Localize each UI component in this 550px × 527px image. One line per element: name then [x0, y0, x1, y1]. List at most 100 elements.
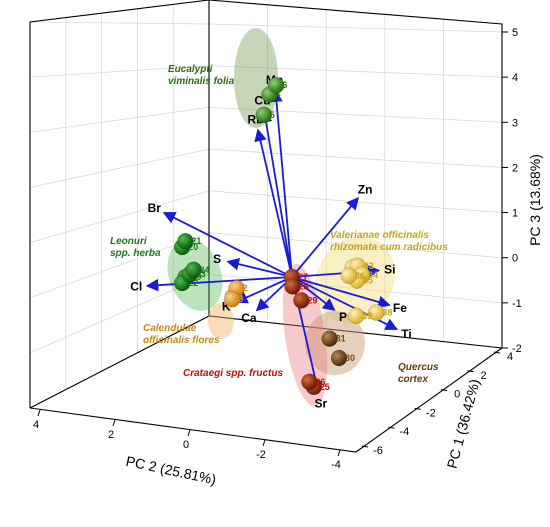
score-point-label: 23 — [196, 269, 206, 279]
gridline-z — [208, 148, 503, 168]
score-point-label: 39 — [362, 311, 372, 321]
loading-label-br: Br — [148, 201, 162, 215]
group-label-1: Leonuri spp. herba — [110, 236, 161, 259]
x-tick-label: 4 — [33, 419, 39, 431]
group-label-line: viminalis folia — [168, 76, 235, 87]
score-point-label: 3 — [238, 294, 243, 304]
score-point — [368, 304, 385, 321]
x-tick-label: -2 — [256, 449, 266, 461]
score-point-label: 21 — [191, 236, 201, 246]
y-tick-mark — [467, 370, 474, 373]
loading-arrow-mn — [270, 89, 293, 278]
loading-label-fe: Fe — [393, 301, 407, 315]
score-point-label: 2 — [243, 283, 248, 293]
axis-title-pc3: PC 3 (13.68%) — [527, 154, 543, 246]
score-point-label: 20 — [188, 242, 198, 252]
group-label-line: rhizomata cum radicibus — [330, 242, 448, 253]
group-label-line: Calendulae — [143, 323, 197, 334]
group-labels: Eucalypti viminalis folia Leonuri spp. herb… — [110, 64, 448, 385]
loading-arrow-k — [234, 276, 293, 304]
x-tick-label: 2 — [108, 429, 114, 441]
loading-label-ca: Ca — [241, 311, 257, 325]
score-point-label: 31 — [336, 334, 346, 344]
score-point-label: 5 — [270, 110, 275, 120]
group-label-5: Quercus cortex — [398, 362, 439, 385]
group-label-line: officinalis flores — [143, 335, 220, 346]
loading-label-si: Si — [384, 263, 395, 277]
x-tick-label: -4 — [331, 459, 341, 471]
y-tick-label: -4 — [400, 426, 410, 438]
gridline-z — [29, 148, 210, 188]
score-point — [177, 232, 194, 250]
x-tick-label: 0 — [183, 439, 189, 451]
z-tick-label: 2 — [512, 162, 518, 174]
group-label-line: Valerianae officinalis — [330, 230, 429, 241]
loading-arrow-rb — [254, 128, 293, 278]
score-point — [293, 292, 310, 309]
y-tick-label: 2 — [481, 370, 487, 382]
score-point-label: 35 — [363, 275, 373, 285]
score-point — [185, 261, 202, 279]
score-points: 4561920212223241233233343536383925262728… — [173, 76, 392, 396]
loading-label-s: S — [213, 252, 221, 266]
group-label-2: Calendulae officinalis flores — [143, 323, 220, 346]
z-tick-label: 3 — [512, 117, 518, 129]
score-point-label: 36 — [355, 271, 365, 281]
loading-label-zn: Zn — [358, 183, 373, 197]
score-point-label: 38 — [382, 308, 392, 318]
loading-arrow-cl — [145, 276, 293, 292]
score-point-label: 29 — [307, 295, 317, 305]
group-label-line: Quercus — [398, 362, 439, 373]
group-label-line: cortex — [398, 374, 428, 385]
y-tick-mark — [361, 445, 369, 448]
z-tick-label: 1 — [512, 208, 518, 220]
group-label-line: Leonuri — [110, 236, 147, 247]
score-point-label: 28 — [299, 281, 309, 291]
score-point-label: 34 — [368, 270, 378, 280]
y-tick-mark — [493, 351, 501, 354]
loading-arrow-zn — [291, 196, 360, 278]
loading-label-k: K — [222, 300, 231, 314]
y-tick-label: -6 — [373, 445, 383, 457]
gridline-z — [29, 190, 210, 243]
group-label-4: Crataegi spp. fructus — [183, 368, 283, 379]
axis-frame — [29, 0, 503, 453]
score-point-label: 1 — [239, 292, 244, 302]
x-tick-mark — [262, 439, 266, 447]
score-point — [223, 290, 241, 308]
score-point-label: 4 — [275, 90, 280, 100]
y-tick-label: 0 — [454, 389, 460, 401]
score-point — [267, 76, 285, 94]
z-tick-label: 0 — [512, 253, 518, 265]
score-point — [284, 278, 301, 295]
axis-title-pc2: PC 2 (25.81%) — [124, 453, 217, 488]
score-point-label: 22 — [188, 278, 198, 288]
y-tick-mark — [414, 407, 421, 410]
loading-label-sr: Sr — [315, 396, 328, 410]
z-tick-label: 5 — [512, 27, 518, 39]
group-label-0: Eucalypti viminalis folia — [168, 64, 235, 87]
score-point-label: 33 — [364, 261, 374, 271]
loading-arrow-s — [226, 258, 293, 278]
gridline-z — [208, 65, 503, 78]
score-point — [340, 267, 358, 285]
z-tick-label: -2 — [512, 343, 522, 355]
z-tick-label: 4 — [512, 72, 518, 84]
score-point-label: 27 — [298, 272, 308, 282]
score-point — [301, 373, 318, 391]
loading-label-cl: Cl — [130, 280, 142, 294]
gridline-z — [29, 21, 210, 25]
x-tick-mark — [112, 419, 116, 427]
gridline-z — [208, 23, 503, 33]
loading-arrow-br — [162, 212, 293, 278]
z-tick-label: -1 — [512, 298, 522, 310]
score-point — [330, 349, 348, 367]
y-tick-mark — [441, 389, 448, 392]
ellipse-eucalypti — [234, 28, 278, 128]
group-label-line: Eucalypti — [168, 64, 213, 75]
loading-label-p: P — [339, 310, 347, 324]
score-point — [347, 307, 365, 325]
score-point-label: 26 — [315, 377, 325, 387]
